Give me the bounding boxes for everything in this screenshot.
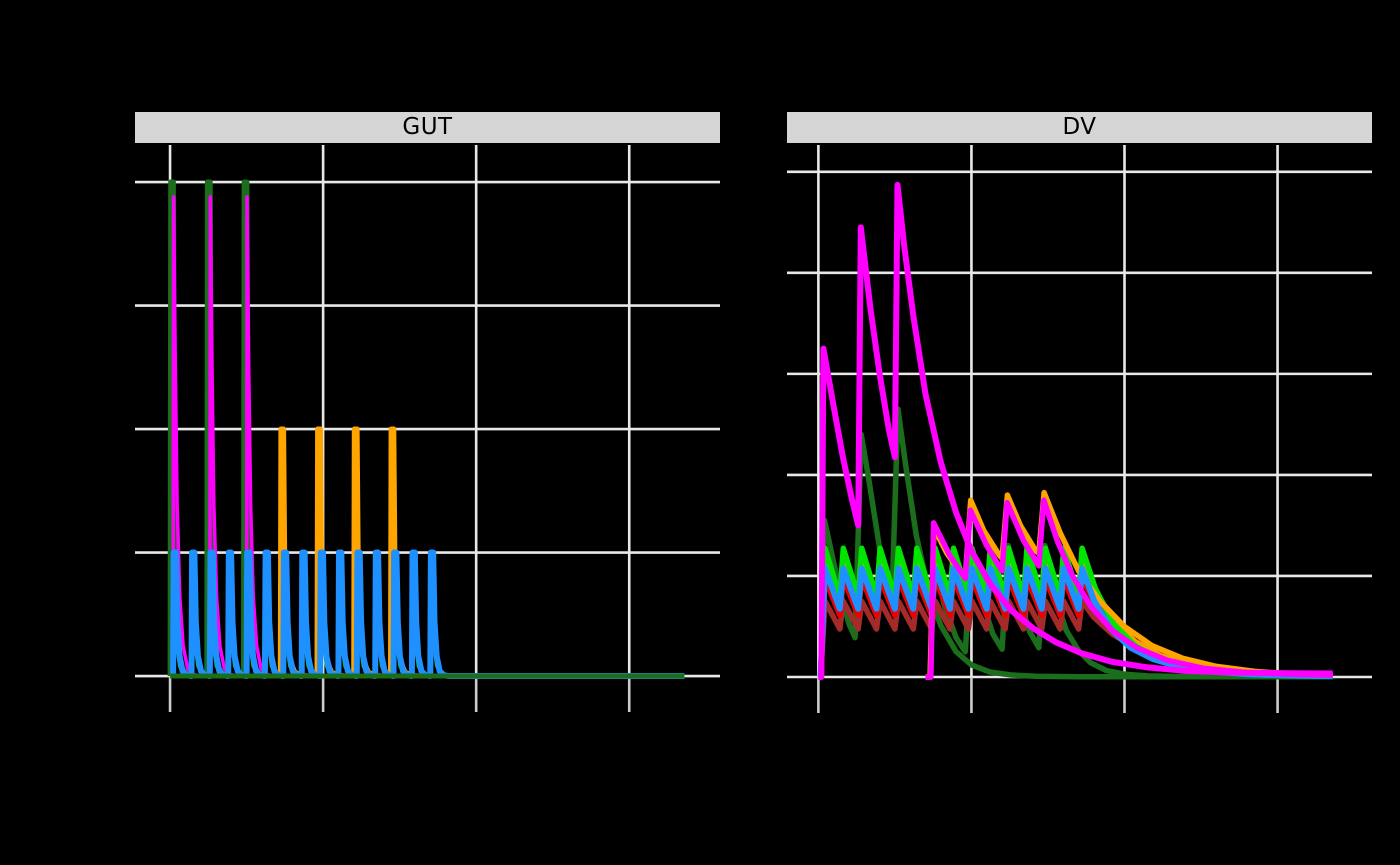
facet-strip-dv: DV <box>787 112 1372 143</box>
series-dodgerblue-doses-line <box>170 549 685 679</box>
panel-gut-canvas <box>135 145 720 713</box>
series-magenta-maintenance-line <box>925 497 1333 680</box>
series-magenta-loading-line <box>818 181 1333 680</box>
facet-strip-gut-label: GUT <box>402 114 453 140</box>
facet-strip-dv-label: DV <box>1062 114 1097 140</box>
facet-strip-gut: GUT <box>135 112 720 143</box>
panel-dv-canvas <box>787 145 1372 714</box>
